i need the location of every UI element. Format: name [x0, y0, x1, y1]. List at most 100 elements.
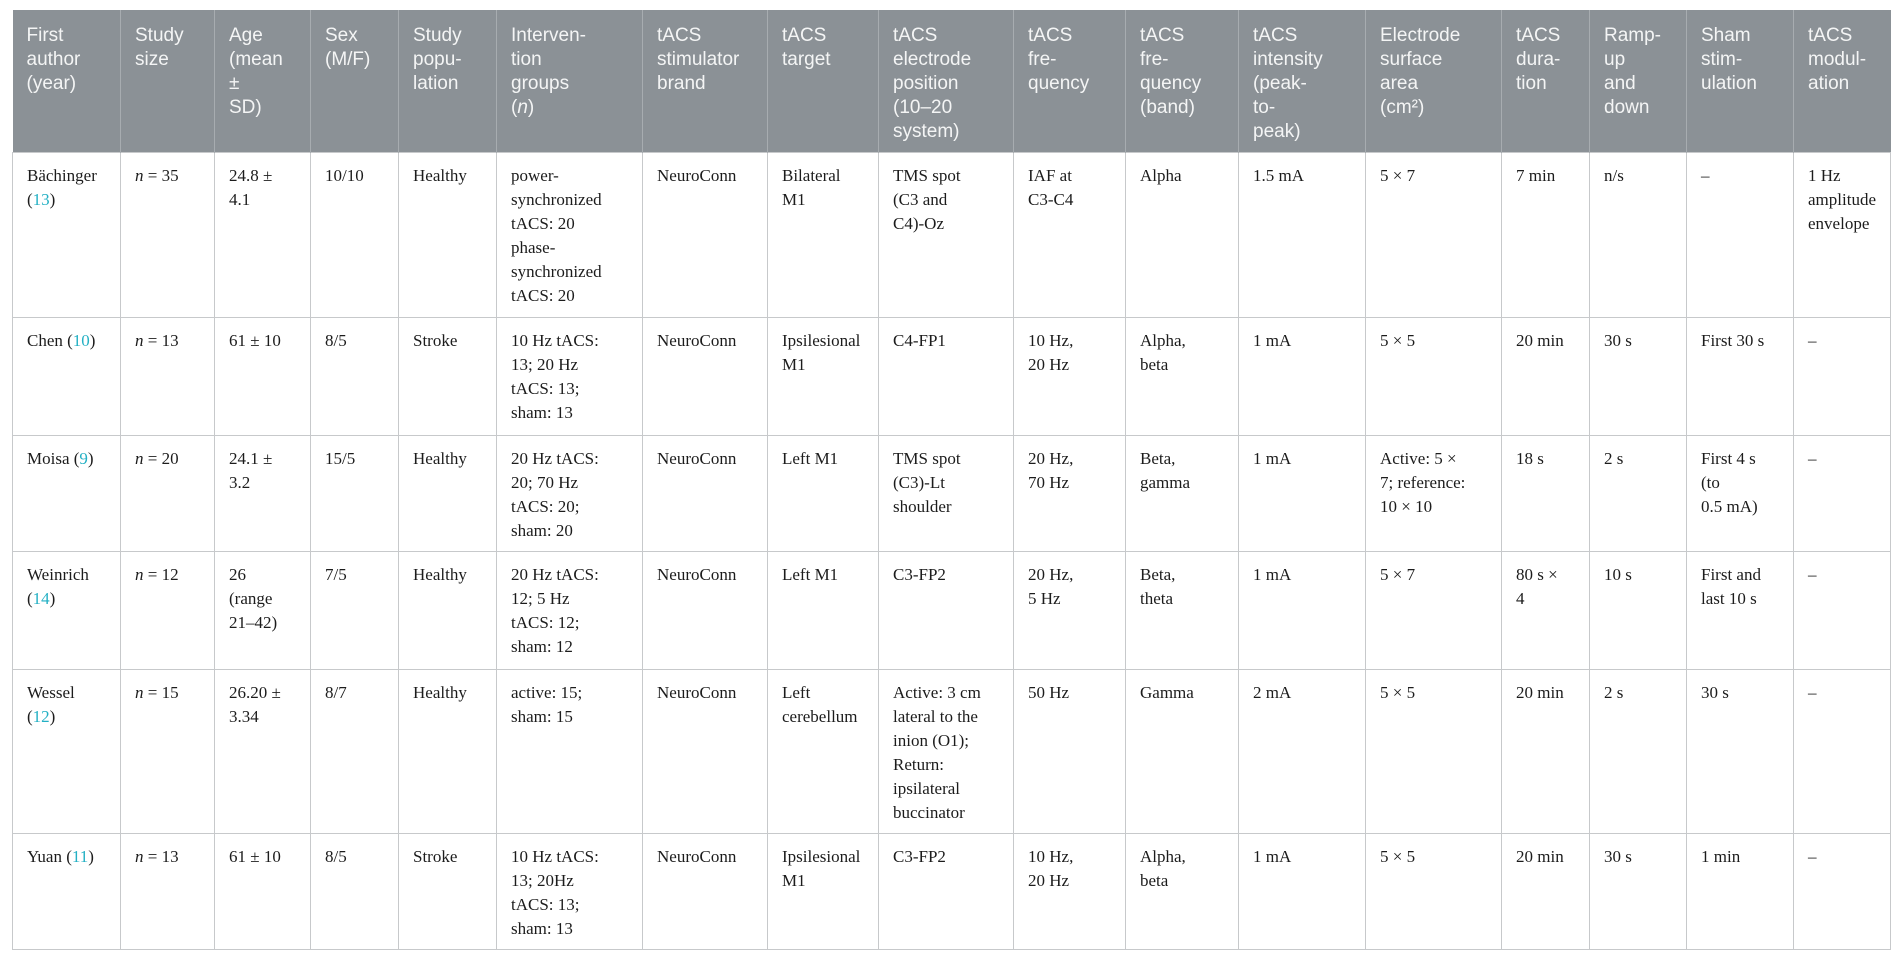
- cell-target: Ipsilesional M1: [767, 833, 879, 950]
- col-header-ramp: Ramp- up and down: [1589, 10, 1687, 153]
- studies-table: First author (year) Study size Age (mean…: [12, 10, 1891, 950]
- citation-link[interactable]: 14: [32, 589, 50, 608]
- author-name: Wessel (: [27, 683, 75, 726]
- col-header-electrode-position: tACS electrode position (10–20 system): [878, 10, 1014, 153]
- author-name: Weinrich (: [27, 565, 89, 608]
- cell-position: Active: 3 cm lateral to the inion (O1); …: [878, 669, 1014, 834]
- cell-intensity: 1 mA: [1238, 833, 1366, 950]
- cell-brand: NeuroConn: [642, 317, 768, 436]
- cell-brand: NeuroConn: [642, 152, 768, 318]
- cell-modulation: –: [1793, 317, 1891, 436]
- cell-intensity: 1 mA: [1238, 551, 1366, 670]
- cell-frequency: 20 Hz, 5 Hz: [1013, 551, 1126, 670]
- cell-intervention-groups: active: 15; sham: 15: [496, 669, 643, 834]
- cell-population: Healthy: [398, 669, 497, 834]
- cell-target: Left cerebellum: [767, 669, 879, 834]
- cell-area: 5 × 5: [1365, 833, 1502, 950]
- cell-intervention-groups: 10 Hz tACS: 13; 20 Hz tACS: 13; sham: 13: [496, 317, 643, 436]
- cell-study-size: n = 15: [120, 669, 215, 834]
- table-row: Moisa (9) n = 20 24.1 ± 3.2 15/5 Healthy…: [12, 435, 1891, 552]
- col-header-frequency-band: tACS fre- quency (band): [1125, 10, 1239, 153]
- citation-link[interactable]: 13: [32, 190, 50, 209]
- cell-sex: 8/5: [310, 833, 399, 950]
- col-header-sex: Sex (M/F): [310, 10, 399, 153]
- cell-frequency: 50 Hz: [1013, 669, 1126, 834]
- author-paren: ): [49, 707, 56, 726]
- author-paren: ): [88, 847, 94, 866]
- col-header-frequency: tACS fre- quency: [1013, 10, 1126, 153]
- cell-sham: –: [1686, 152, 1794, 318]
- cell-modulation: –: [1793, 833, 1891, 950]
- table-row: Weinrich (14) n = 12 26 (range 21–42) 7/…: [12, 551, 1891, 670]
- cell-area: 5 × 7: [1365, 152, 1502, 318]
- cell-sham: 1 min: [1686, 833, 1794, 950]
- cell-age: 61 ± 10: [214, 317, 311, 436]
- cell-frequency: 10 Hz, 20 Hz: [1013, 833, 1126, 950]
- cell-target: Left M1: [767, 435, 879, 552]
- cell-duration: 20 min: [1501, 317, 1590, 436]
- cell-population: Healthy: [398, 152, 497, 318]
- col-header-intensity: tACS intensity (peak- to- peak): [1238, 10, 1366, 153]
- cell-position: C4-FP1: [878, 317, 1014, 436]
- cell-modulation: –: [1793, 669, 1891, 834]
- cell-area: Active: 5 × 7; reference: 10 × 10: [1365, 435, 1502, 552]
- cell-study-size: n = 20: [120, 435, 215, 552]
- table-row: Wessel (12) n = 15 26.20 ± 3.34 8/7 Heal…: [12, 669, 1891, 834]
- cell-duration: 18 s: [1501, 435, 1590, 552]
- cell-author: Wessel (12): [12, 669, 121, 834]
- citation-link[interactable]: 12: [32, 707, 50, 726]
- cell-study-size: n = 35: [120, 152, 215, 318]
- cell-duration: 20 min: [1501, 669, 1590, 834]
- author-paren: ): [49, 190, 56, 209]
- cell-band: Alpha, beta: [1125, 317, 1239, 436]
- citation-link[interactable]: 9: [79, 449, 88, 468]
- cell-author: Moisa (9): [12, 435, 121, 552]
- cell-author: Weinrich (14): [12, 551, 121, 670]
- cell-target: Ipsilesional M1: [767, 317, 879, 436]
- col-header-age: Age (mean ± SD): [214, 10, 311, 153]
- cell-brand: NeuroConn: [642, 551, 768, 670]
- cell-band: Beta, theta: [1125, 551, 1239, 670]
- col-header-modulation: tACS modul- ation: [1793, 10, 1891, 153]
- cell-sham: First 4 s (to 0.5 mA): [1686, 435, 1794, 552]
- cell-ramp: 2 s: [1589, 435, 1687, 552]
- col-header-stimulator-brand: tACS stimulator brand: [642, 10, 768, 153]
- cell-author: Chen (10): [12, 317, 121, 436]
- cell-intervention-groups: power- synchronized tACS: 20 phase- sync…: [496, 152, 643, 318]
- cell-area: 5 × 7: [1365, 551, 1502, 670]
- author-name: Moisa (: [27, 449, 80, 468]
- cell-age: 26.20 ± 3.34: [214, 669, 311, 834]
- cell-ramp: 30 s: [1589, 833, 1687, 950]
- header-row: First author (year) Study size Age (mean…: [12, 10, 1891, 153]
- author-paren: ): [89, 331, 96, 350]
- cell-intervention-groups: 20 Hz tACS: 20; 70 Hz tACS: 20; sham: 20: [496, 435, 643, 552]
- cell-duration: 20 min: [1501, 833, 1590, 950]
- cell-frequency: 10 Hz, 20 Hz: [1013, 317, 1126, 436]
- cell-sex: 7/5: [310, 551, 399, 670]
- author-paren: ): [49, 589, 56, 608]
- cell-intensity: 1.5 mA: [1238, 152, 1366, 318]
- col-header-duration: tACS dura- tion: [1501, 10, 1590, 153]
- cell-ramp: 30 s: [1589, 317, 1687, 436]
- citation-link[interactable]: 11: [71, 847, 89, 866]
- cell-position: TMS spot (C3 and C4)-Oz: [878, 152, 1014, 318]
- cell-intervention-groups: 20 Hz tACS: 12; 5 Hz tACS: 12; sham: 12: [496, 551, 643, 670]
- cell-age: 61 ± 10: [214, 833, 311, 950]
- cell-age: 24.8 ± 4.1: [214, 152, 311, 318]
- cell-intensity: 1 mA: [1238, 435, 1366, 552]
- cell-band: Gamma: [1125, 669, 1239, 834]
- cell-area: 5 × 5: [1365, 317, 1502, 436]
- author-name: Chen (: [27, 331, 73, 350]
- cell-author: Bächinger (13): [12, 152, 121, 318]
- cell-band: Alpha: [1125, 152, 1239, 318]
- col-header-first-author: First author (year): [12, 10, 121, 153]
- cell-study-size: n = 13: [120, 833, 215, 950]
- cell-duration: 7 min: [1501, 152, 1590, 318]
- cell-modulation: –: [1793, 551, 1891, 670]
- cell-brand: NeuroConn: [642, 669, 768, 834]
- cell-population: Healthy: [398, 551, 497, 670]
- table-row: Bächinger (13) n = 35 24.8 ± 4.1 10/10 H…: [12, 152, 1891, 318]
- cell-study-size: n = 13: [120, 317, 215, 436]
- author-name: Bächinger (: [27, 166, 97, 209]
- citation-link[interactable]: 10: [72, 331, 90, 350]
